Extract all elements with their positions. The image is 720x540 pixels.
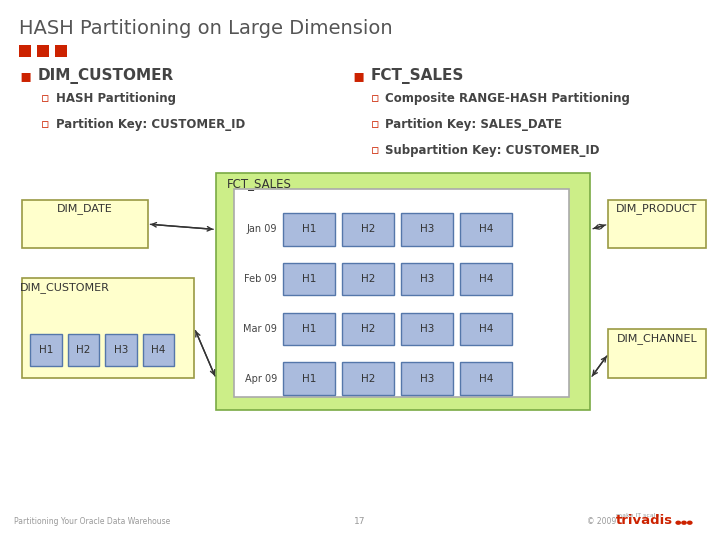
Text: make IT scale.: make IT scale. xyxy=(616,514,661,518)
Text: H3: H3 xyxy=(420,374,434,383)
Text: Composite RANGE-HASH Partitioning: Composite RANGE-HASH Partitioning xyxy=(385,92,630,105)
Text: Subpartition Key: CUSTOMER_ID: Subpartition Key: CUSTOMER_ID xyxy=(385,144,600,157)
Text: H1: H1 xyxy=(302,225,316,234)
FancyBboxPatch shape xyxy=(283,313,335,345)
Text: H4: H4 xyxy=(479,274,493,284)
Text: H1: H1 xyxy=(39,345,53,355)
Bar xyxy=(19,45,31,57)
FancyBboxPatch shape xyxy=(460,263,512,295)
Text: H4: H4 xyxy=(479,374,493,383)
Text: Partition Key: SALES_DATE: Partition Key: SALES_DATE xyxy=(385,118,562,131)
Text: H1: H1 xyxy=(302,374,316,383)
Text: H3: H3 xyxy=(420,274,434,284)
Text: HASH Partitioning on Large Dimension: HASH Partitioning on Large Dimension xyxy=(19,19,393,38)
Text: ▫: ▫ xyxy=(41,92,50,105)
Text: H2: H2 xyxy=(361,324,375,334)
Text: ▫: ▫ xyxy=(371,92,379,105)
FancyBboxPatch shape xyxy=(608,329,706,378)
FancyBboxPatch shape xyxy=(401,313,453,345)
Text: H3: H3 xyxy=(420,324,434,334)
Text: Apr 09: Apr 09 xyxy=(245,374,277,383)
Text: FCT_SALES: FCT_SALES xyxy=(227,177,292,190)
FancyBboxPatch shape xyxy=(342,213,394,246)
FancyBboxPatch shape xyxy=(22,200,148,248)
FancyBboxPatch shape xyxy=(401,263,453,295)
Text: DIM_PRODUCT: DIM_PRODUCT xyxy=(616,204,698,214)
Text: H3: H3 xyxy=(114,345,128,355)
Circle shape xyxy=(687,521,693,525)
Text: H2: H2 xyxy=(361,274,375,284)
Text: H4: H4 xyxy=(479,225,493,234)
Text: Partition Key: CUSTOMER_ID: Partition Key: CUSTOMER_ID xyxy=(56,118,246,131)
Text: Partitioning Your Oracle Data Warehouse: Partitioning Your Oracle Data Warehouse xyxy=(14,517,171,526)
Text: H4: H4 xyxy=(151,345,166,355)
FancyBboxPatch shape xyxy=(342,263,394,295)
FancyBboxPatch shape xyxy=(283,213,335,246)
FancyBboxPatch shape xyxy=(234,189,569,397)
Text: ▫: ▫ xyxy=(41,118,50,131)
Text: H4: H4 xyxy=(479,324,493,334)
Circle shape xyxy=(675,521,681,525)
Text: H1: H1 xyxy=(302,324,316,334)
Text: ▫: ▫ xyxy=(371,144,379,157)
FancyBboxPatch shape xyxy=(401,362,453,395)
Text: ▫: ▫ xyxy=(371,118,379,131)
Text: ▪: ▪ xyxy=(19,68,32,85)
Text: 17: 17 xyxy=(354,517,366,526)
Text: H1: H1 xyxy=(302,274,316,284)
Bar xyxy=(55,45,67,57)
FancyBboxPatch shape xyxy=(68,334,99,366)
FancyBboxPatch shape xyxy=(460,362,512,395)
Text: H2: H2 xyxy=(76,345,91,355)
Text: Feb 09: Feb 09 xyxy=(245,274,277,284)
Text: DIM_CUSTOMER: DIM_CUSTOMER xyxy=(37,68,174,84)
FancyBboxPatch shape xyxy=(460,213,512,246)
FancyBboxPatch shape xyxy=(342,362,394,395)
Text: Jan 09: Jan 09 xyxy=(247,225,277,234)
FancyBboxPatch shape xyxy=(608,200,706,248)
FancyBboxPatch shape xyxy=(460,313,512,345)
Text: DIM_CUSTOMER: DIM_CUSTOMER xyxy=(20,282,109,293)
Circle shape xyxy=(681,521,687,525)
Text: FCT_SALES: FCT_SALES xyxy=(371,68,464,84)
Text: DIM_CHANNEL: DIM_CHANNEL xyxy=(616,333,698,344)
Bar xyxy=(37,45,49,57)
FancyBboxPatch shape xyxy=(283,263,335,295)
Text: Mar 09: Mar 09 xyxy=(243,324,277,334)
FancyBboxPatch shape xyxy=(22,278,194,378)
Text: H3: H3 xyxy=(420,225,434,234)
FancyBboxPatch shape xyxy=(401,213,453,246)
FancyBboxPatch shape xyxy=(216,173,590,410)
Text: trivadis: trivadis xyxy=(616,514,672,526)
Text: H2: H2 xyxy=(361,225,375,234)
Text: HASH Partitioning: HASH Partitioning xyxy=(56,92,176,105)
FancyBboxPatch shape xyxy=(283,362,335,395)
Text: © 2009: © 2009 xyxy=(587,517,616,526)
Text: H2: H2 xyxy=(361,374,375,383)
FancyBboxPatch shape xyxy=(30,334,62,366)
FancyBboxPatch shape xyxy=(105,334,137,366)
Text: DIM_DATE: DIM_DATE xyxy=(57,204,112,214)
Text: ▪: ▪ xyxy=(353,68,365,85)
FancyBboxPatch shape xyxy=(143,334,174,366)
FancyBboxPatch shape xyxy=(342,313,394,345)
